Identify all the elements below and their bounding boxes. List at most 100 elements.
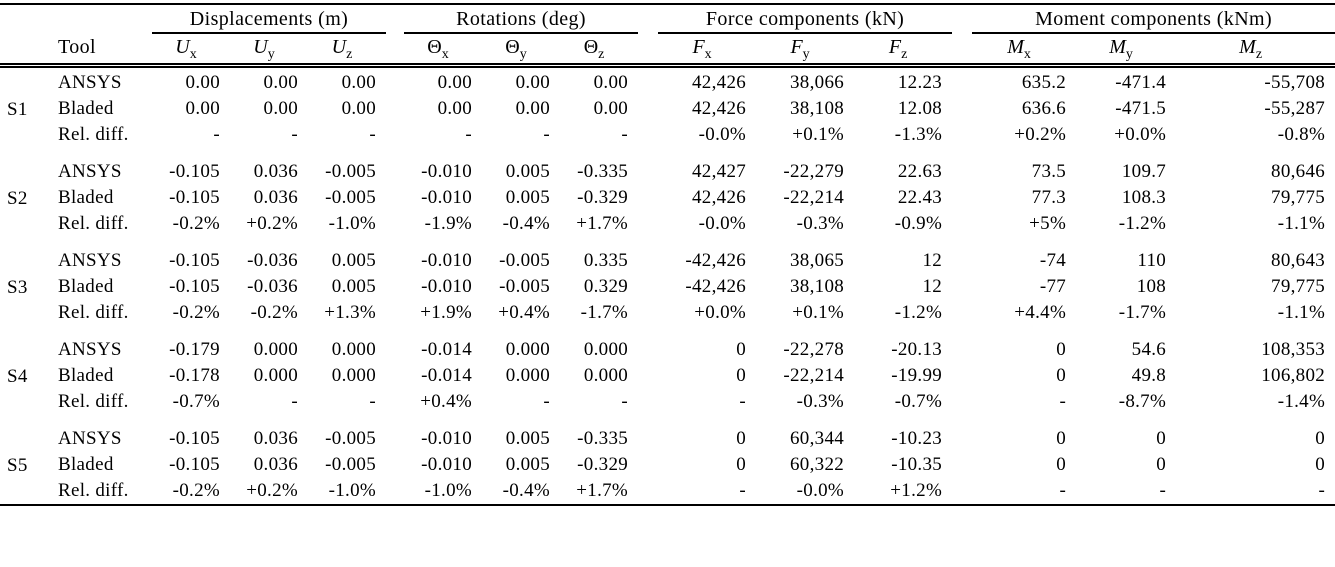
group-header-moments: Moment components (kNm) [972,4,1335,34]
value-cell: -0.014 [421,339,473,360]
value-cell: -55,287 [1264,98,1326,119]
value-cell: -0.010 [421,454,473,475]
value-cell: 12 [922,250,943,271]
value-cell: - [621,391,629,412]
value-cell: 42,427 [692,161,747,182]
table-row-s4-0: S4 ANSYS -0.179 0.000 0.000 -0.014 0.000 0.000 0… [0,326,1335,387]
column-gap [386,122,404,148]
value-cell: - [739,391,747,412]
value-cell: -0.014 [421,365,473,386]
value-cell: -22,214 [783,365,845,386]
value-cell: -22,214 [783,187,845,208]
group-header-forces: Force components (kN) [658,4,953,34]
tool-label: Bladed [58,98,114,119]
column-gap [638,33,659,68]
value-cell: 0 [736,454,747,475]
value-cell: 79,775 [1271,187,1326,208]
value-cell: 38,066 [790,72,845,93]
group-header-rotations: Rotations (deg) [404,4,639,34]
value-cell: -0.105 [169,250,220,271]
value-cell: 79,775 [1271,276,1326,297]
column-header-m-y: My [1076,33,1177,68]
column-header-f-y: Fy [756,33,855,68]
value-cell: -0.335 [577,428,629,449]
value-cell: 0.00 [185,72,220,93]
tool-label: ANSYS [58,339,122,360]
column-header-theta-x: Θx [404,33,483,68]
value-cell: -1.4% [1277,391,1326,412]
column-gap [952,33,973,68]
value-cell: -0.005 [325,187,377,208]
value-cell: -0.2% [172,213,220,234]
value-cell: -0.0% [698,213,747,234]
value-cell: +0.4% [420,391,473,412]
value-cell: -1.7% [1118,302,1167,323]
value-cell: 80,643 [1271,250,1326,271]
value-cell: -471.4 [1115,72,1167,93]
column-gap [386,389,404,415]
value-cell: -0.105 [169,161,220,182]
group-header-row: Displacements (m) Rotations (deg) Force … [0,4,1335,34]
column-gap [952,274,972,300]
column-gap [638,96,658,122]
column-gap [386,415,404,452]
column-header-theta-y: Θy [482,33,561,68]
column-gap [952,122,972,148]
value-cell: -0.3% [796,213,845,234]
table-row-s5-2: Rel. diff. -0.2% +0.2% -1.0% -1.0% -0.4% +1.7%… [0,478,1335,505]
value-cell: 54.6 [1131,339,1167,360]
value-cell: 0.000 [505,339,551,360]
column-gap [638,4,658,33]
value-cell: 0.335 [583,250,629,271]
table-row-s5-0: S5 ANSYS -0.105 0.036 -0.005 -0.010 0.005 -0.33… [0,415,1335,476]
column-gap [386,363,404,389]
value-cell: 0.00 [437,72,473,93]
value-cell: -42,426 [685,276,747,297]
value-cell: 0 [736,428,747,449]
value-cell: 0 [1056,454,1067,475]
value-cell: 0 [736,339,747,360]
column-gap [952,237,972,274]
value-cell: -0.9% [894,213,943,234]
value-cell: 108.3 [1121,187,1167,208]
column-gap [952,211,972,237]
value-cell: 0.00 [263,72,298,93]
value-cell: - [1159,480,1167,501]
value-cell: 0.036 [253,161,298,182]
column-gap [952,96,972,122]
value-cell: 0.000 [583,339,629,360]
value-cell: 0.005 [505,161,551,182]
value-cell: 106,802 [1261,365,1326,386]
value-cell: +1.3% [324,302,377,323]
column-gap [638,274,658,300]
value-cell: 12 [922,276,943,297]
value-cell: -20.13 [891,339,943,360]
value-cell: 0.000 [253,365,298,386]
value-cell: 0.000 [583,365,629,386]
tool-label: Bladed [58,365,114,386]
value-cell: 636.6 [1021,98,1067,119]
value-cell: 109.7 [1121,161,1167,182]
value-cell: -22,279 [783,161,845,182]
value-cell: - [543,391,551,412]
tool-label: Bladed [58,276,114,297]
ansys-bladed-comparison-table: Displacements (m) Rotations (deg) Force … [0,3,1335,506]
case-label-s4: S4 [7,366,28,387]
column-gap [386,452,404,478]
column-gap [638,326,658,363]
value-cell: - [213,124,220,145]
value-cell: - [291,391,298,412]
value-cell: 42,426 [692,98,747,119]
blank-header-cell [0,33,52,68]
value-cell: -1.0% [424,480,473,501]
table-row-s2-1: Bladed -0.105 0.036 -0.005 -0.010 0.005 -0.329… [0,185,1335,211]
value-cell: +0.2% [1014,124,1067,145]
value-cell: -0.2% [172,480,220,501]
column-gap [638,478,658,505]
group-header-displacements: Displacements (m) [152,4,387,34]
value-cell: 0 [1315,454,1326,475]
tool-label: ANSYS [58,250,122,271]
value-cell: +4.4% [1014,302,1067,323]
value-cell: -55,708 [1264,72,1326,93]
value-cell: -10.35 [891,454,943,475]
